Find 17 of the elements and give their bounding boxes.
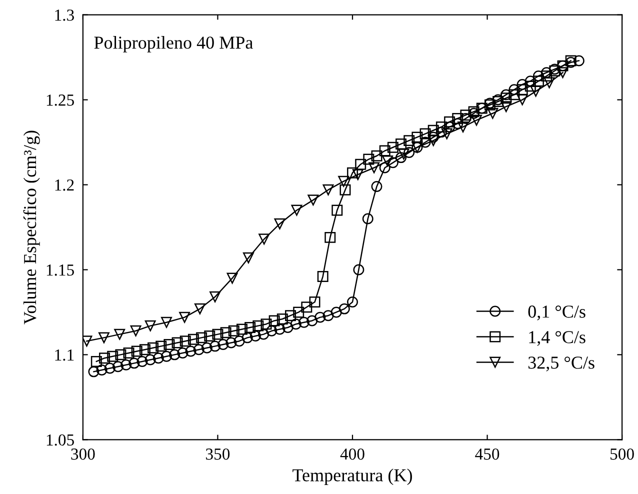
- y-axis-title: Volume Específico (cm³/g): [23, 130, 40, 324]
- y-tick-label: 1.3: [55, 10, 74, 21]
- x-tick-label: 450: [475, 448, 500, 460]
- legend-label: 1,4 °C/s: [529, 331, 586, 346]
- x-tick-label: 350: [206, 448, 230, 460]
- y-tick-label: 1.2: [55, 180, 74, 191]
- x-tick-label: 400: [340, 448, 364, 460]
- x-axis-title: Temperatura (K): [292, 468, 412, 486]
- y-tick-label: 1.05: [46, 434, 74, 446]
- annotation: Polipropileno 40 MPa: [94, 36, 253, 52]
- x-tick-label: 500: [610, 448, 634, 460]
- legend-label: 32,5 °C/s: [528, 356, 594, 372]
- y-tick-label: 1.15: [46, 264, 74, 276]
- y-tick-label: 1.1: [55, 349, 74, 361]
- x-tick-label: 300: [71, 448, 95, 460]
- y-tick-label: 1.25: [46, 94, 74, 106]
- legend-label: 0,1 °C/s: [528, 306, 586, 320]
